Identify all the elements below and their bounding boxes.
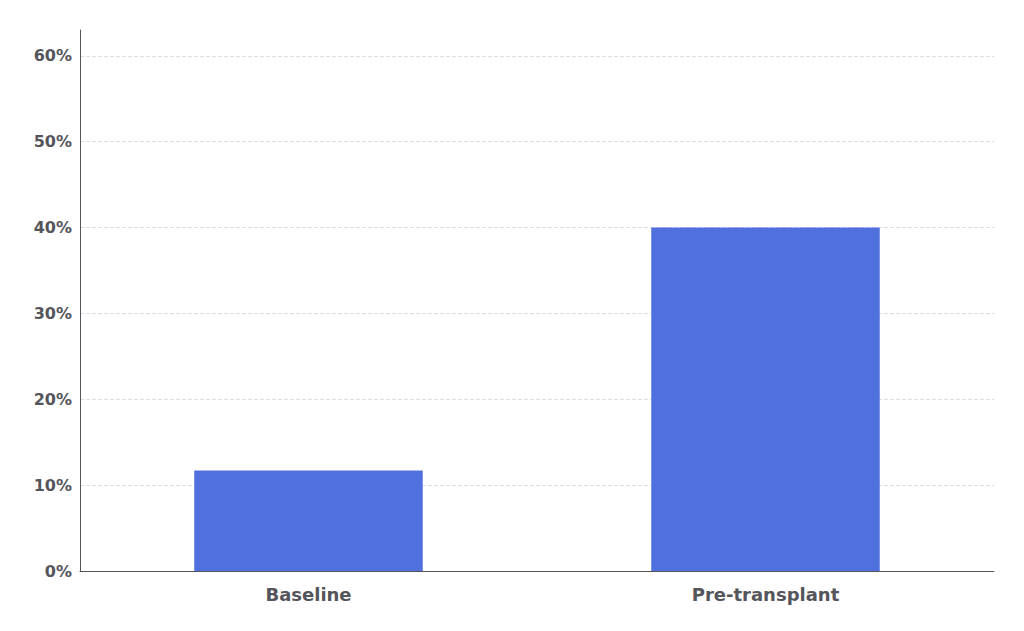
svg-text:20%: 20% [34, 390, 72, 409]
svg-text:Baseline: Baseline [265, 584, 351, 605]
svg-text:60%: 60% [34, 46, 72, 65]
svg-text:Pre-transplant: Pre-transplant [692, 584, 840, 605]
svg-text:30%: 30% [34, 304, 72, 323]
svg-text:0%: 0% [45, 562, 72, 581]
svg-text:50%: 50% [34, 132, 72, 151]
svg-text:40%: 40% [34, 218, 72, 237]
svg-text:10%: 10% [34, 476, 72, 495]
